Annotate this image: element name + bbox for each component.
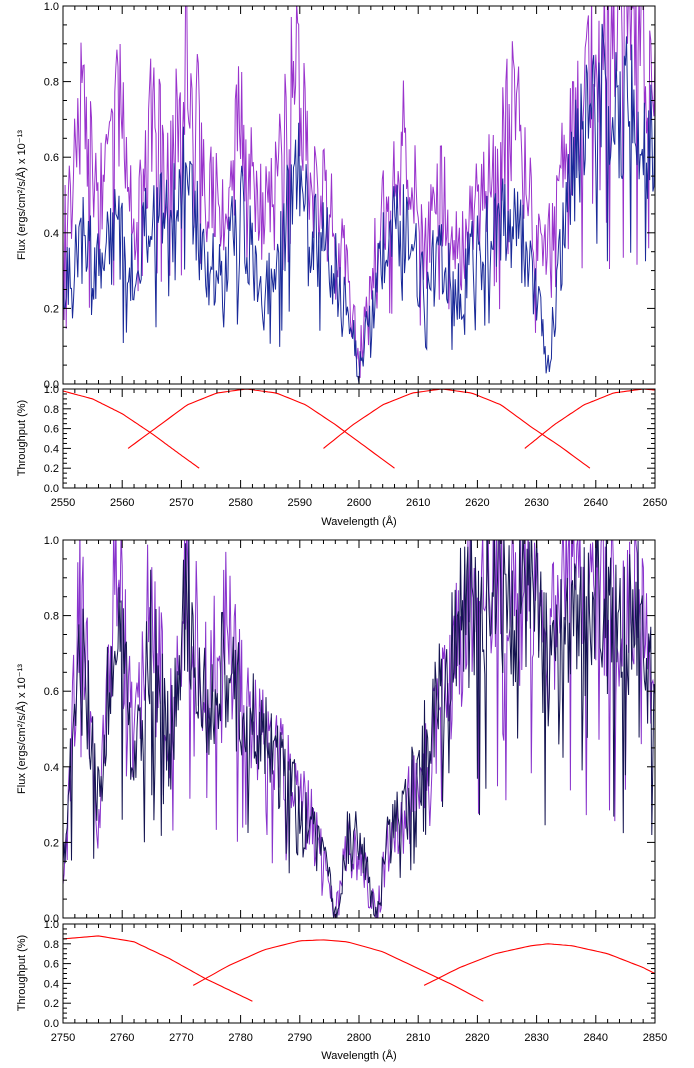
- top-spectrum-ytick-label: 0.6: [44, 152, 59, 164]
- bottom-throughput-ytick-label: 0.4: [44, 978, 59, 990]
- top-throughput-xtick-label: 2580: [228, 497, 252, 509]
- bottom-throughput-xtick-label: 2830: [524, 1032, 548, 1044]
- bottom-throughput-ylabel: Throughput (%): [16, 935, 28, 1011]
- top-throughput-xtick-label: 2640: [584, 497, 608, 509]
- top-throughput-ytick-label: 0.8: [44, 404, 59, 416]
- top-spectrum-ytick-label: 0.0: [44, 379, 59, 391]
- top-throughput-series-2: [323, 389, 591, 469]
- bottom-throughput-panel: 2750 2760 2770 2780 2790 2800 2810 2820 2830 2840…: [16, 919, 667, 1062]
- top-throughput-series-3: [524, 389, 655, 449]
- bottom-throughput-xtick-label: 2790: [288, 1032, 312, 1044]
- bottom-throughput-frame: [62, 923, 656, 1024]
- bottom-throughput-xtick-label: 2770: [169, 1032, 193, 1044]
- bottom-throughput-ytick-label: 1.0: [44, 919, 59, 931]
- top-throughput-ytick-label: 0.0: [44, 483, 59, 495]
- bottom-spectrum-ylabel: Flux (ergs/cm²/s/Å) x 10⁻¹³: [15, 664, 28, 794]
- top-throughput-xtick-label: 2630: [524, 497, 548, 509]
- top-spectrum-ytick-label: 0.8: [44, 77, 59, 89]
- top-throughput-ylabel: Throughput (%): [16, 400, 28, 476]
- top-throughput-xtick-label: 2550: [51, 497, 75, 509]
- bottom-throughput-xtick-label: 2780: [228, 1032, 252, 1044]
- top-throughput-ytick-label: 0.6: [44, 424, 59, 436]
- top-throughput-series-0: [63, 390, 200, 469]
- bottom-throughput-series-1: [192, 939, 484, 1002]
- bottom-throughput-xtick-label: 2840: [584, 1032, 608, 1044]
- bottom-throughput-ytick-label: 0.2: [44, 998, 59, 1010]
- bottom-throughput-ytick-label: 0.0: [44, 1018, 59, 1030]
- bottom-throughput-xlabel: Wavelength (Å): [321, 1049, 396, 1062]
- top-throughput-xtick-label: 2610: [406, 497, 430, 509]
- top-throughput-panel: 2550 2560 2570 2580 2590 2600 2610 2620 2630 2640…: [16, 384, 667, 528]
- bottom-spectrum-ytick-label: 0.0: [44, 913, 59, 925]
- top-throughput-ytick-label: 0.2: [44, 463, 59, 475]
- bottom-throughput-xtick-label: 2760: [110, 1032, 134, 1044]
- bottom-throughput-xtick-label: 2750: [51, 1032, 75, 1044]
- top-throughput-xtick-label: 2590: [288, 497, 312, 509]
- bottom-spectrum-ytick-label: 0.2: [44, 837, 59, 849]
- bottom-throughput-xtick-label: 2800: [347, 1032, 371, 1044]
- bottom-spectrum-ytick-label: 0.4: [44, 762, 59, 774]
- top-throughput-xtick-label: 2650: [643, 497, 667, 509]
- bottom-throughput-series-0: [63, 935, 253, 1002]
- bottom-throughput-xtick-label: 2820: [465, 1032, 489, 1044]
- top-throughput-frame: [62, 388, 656, 489]
- top-throughput-ytick-label: 0.4: [44, 443, 59, 455]
- top-spectrum-panel: 0.0 0.2 0.4 0.6 0.8 1.0 Flux (ergs/cm²/s/Å) x …: [15, 1, 656, 391]
- top-spectrum-series-0: [63, 6, 655, 378]
- top-throughput-xtick-label: 2560: [110, 497, 134, 509]
- bottom-throughput-xtick-label: 2810: [406, 1032, 430, 1044]
- top-throughput-xtick-label: 2620: [465, 497, 489, 509]
- bottom-throughput-ytick-label: 0.8: [44, 939, 59, 951]
- top-spectrum-ytick-label: 1.0: [44, 1, 59, 13]
- bottom-spectrum-ytick-label: 0.6: [44, 686, 59, 698]
- top-spectrum-ytick-label: 0.4: [44, 228, 59, 240]
- bottom-spectrum-ytick-label: 1.0: [44, 535, 59, 547]
- bottom-spectrum-ytick-label: 0.8: [44, 611, 59, 623]
- bottom-spectrum-series-1: [63, 540, 655, 918]
- bottom-throughput-ytick-label: 0.6: [44, 959, 59, 971]
- bottom-throughput-series-2: [423, 943, 655, 986]
- bottom-throughput-xtick-label: 2850: [643, 1032, 667, 1044]
- top-throughput-xtick-label: 2570: [169, 497, 193, 509]
- bottom-spectrum-panel: 0.0 0.2 0.4 0.6 0.8 1.0 Flux (ergs/cm²/s/Å) x …: [15, 535, 656, 925]
- top-spectrum-ylabel: Flux (ergs/cm²/s/Å) x 10⁻¹³: [15, 130, 28, 260]
- top-throughput-series-1: [127, 389, 395, 469]
- top-spectrum-ytick-label: 0.2: [44, 303, 59, 315]
- top-throughput-ytick-label: 1.0: [44, 384, 59, 396]
- top-throughput-xtick-label: 2600: [347, 497, 371, 509]
- top-throughput-xlabel: Wavelength (Å): [321, 515, 396, 528]
- top-spectrum-series-1: [63, 23, 655, 384]
